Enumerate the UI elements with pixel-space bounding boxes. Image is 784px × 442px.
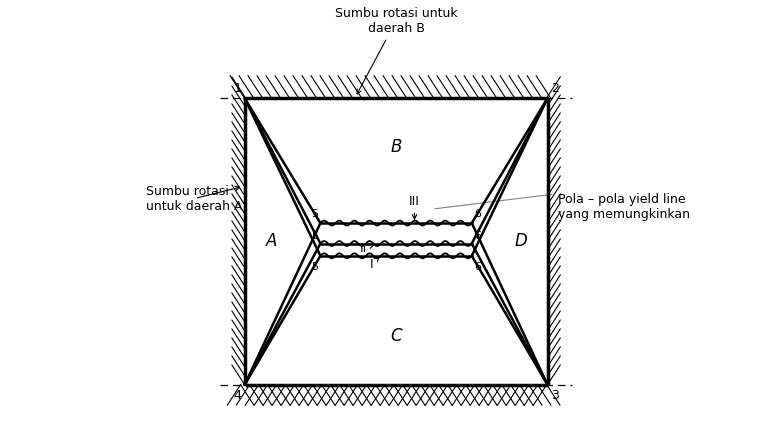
Text: C: C [390,327,402,345]
Text: Pola – pola yield line
yang memungkinkan: Pola – pola yield line yang memungkinkan [557,193,690,221]
Text: B: B [390,138,401,156]
Text: III: III [409,194,420,219]
Text: 5: 5 [311,232,318,241]
Text: 5: 5 [311,209,318,219]
Text: D: D [514,232,528,251]
Text: Sumbu rotasi
untuk daerah A: Sumbu rotasi untuk daerah A [147,184,243,213]
Text: Sumbu rotasi untuk
daerah B: Sumbu rotasi untuk daerah B [335,7,457,94]
Text: I: I [370,257,379,271]
Text: 6: 6 [474,262,481,272]
Text: 2: 2 [551,82,559,95]
Text: 6: 6 [474,232,481,241]
Text: 1: 1 [234,82,241,95]
Text: 3: 3 [551,389,559,402]
Text: 5: 5 [311,262,318,272]
Text: 4: 4 [234,389,241,402]
Text: II: II [360,242,374,255]
Text: 6: 6 [474,209,481,219]
Text: A: A [266,232,277,251]
